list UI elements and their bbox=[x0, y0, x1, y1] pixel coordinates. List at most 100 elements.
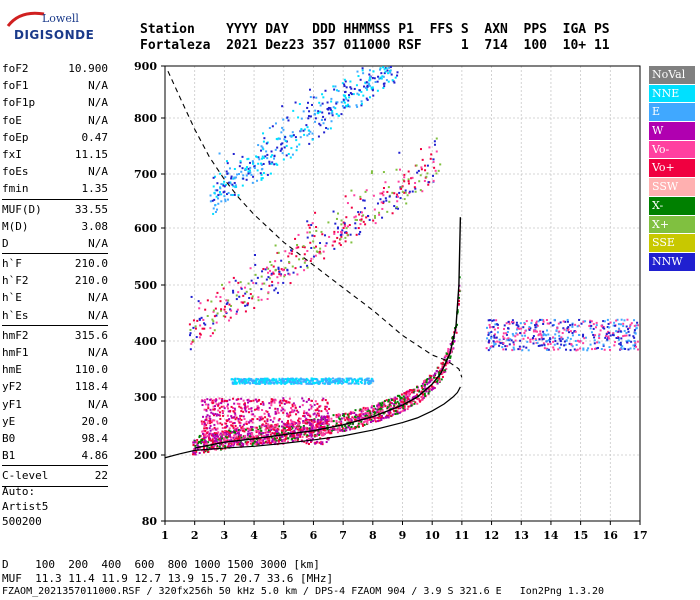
echo-point bbox=[326, 101, 329, 104]
echo-point bbox=[247, 407, 250, 410]
echo-point bbox=[403, 198, 406, 201]
echo-point bbox=[355, 104, 358, 107]
echo-point bbox=[296, 436, 299, 439]
echo-point bbox=[401, 185, 404, 188]
echo-point bbox=[324, 417, 327, 420]
echo-point bbox=[278, 418, 281, 421]
echo-point bbox=[497, 326, 500, 329]
echo-point bbox=[238, 295, 241, 298]
echo-point bbox=[305, 426, 308, 429]
echo-point bbox=[332, 428, 335, 431]
echo-point bbox=[343, 83, 346, 86]
echo-point bbox=[444, 370, 447, 373]
echo-point bbox=[253, 165, 256, 168]
echo-point bbox=[254, 263, 257, 266]
echo-point bbox=[384, 415, 387, 418]
echo-point bbox=[349, 412, 352, 415]
echo-point bbox=[414, 401, 417, 404]
x-tick-label: 10 bbox=[425, 529, 441, 542]
echo-point bbox=[336, 227, 339, 230]
echo-point bbox=[217, 403, 220, 406]
echo-point bbox=[274, 287, 277, 290]
echo-point bbox=[209, 437, 212, 440]
echo-point bbox=[319, 431, 322, 434]
echo-point bbox=[396, 200, 399, 203]
echo-point bbox=[407, 398, 410, 401]
echo-point bbox=[226, 172, 229, 175]
echo-point bbox=[366, 410, 369, 413]
echo-point bbox=[367, 82, 370, 85]
echo-point bbox=[421, 386, 424, 389]
echo-point bbox=[337, 428, 340, 431]
echo-point bbox=[537, 334, 540, 337]
echo-point bbox=[389, 401, 392, 404]
echo-point bbox=[398, 402, 401, 405]
echo-point bbox=[280, 431, 283, 434]
echo-point bbox=[242, 177, 245, 180]
echo-point bbox=[273, 400, 276, 403]
echo-point bbox=[307, 414, 310, 417]
echo-point bbox=[344, 419, 347, 422]
echo-point bbox=[557, 348, 560, 351]
echo-point bbox=[293, 435, 296, 438]
echo-point bbox=[293, 425, 296, 428]
echo-point bbox=[259, 427, 262, 430]
echo-point bbox=[297, 411, 300, 414]
echo-point bbox=[221, 443, 224, 446]
param-name: foF1 bbox=[2, 79, 29, 93]
echo-point bbox=[447, 347, 450, 350]
param-value: N/A bbox=[88, 113, 108, 127]
echo-point bbox=[278, 441, 281, 444]
echo-point bbox=[399, 407, 402, 410]
echo-point bbox=[265, 142, 268, 145]
echo-point bbox=[412, 390, 415, 393]
echo-point bbox=[203, 327, 206, 330]
echo-point bbox=[302, 415, 305, 418]
scaled-parameters-panel: foF2 10.900 foF1 N/A foF1p N/A foE N/A foEp 0.47 f… bbox=[2, 60, 108, 488]
echo-point bbox=[451, 347, 454, 350]
echo-point bbox=[263, 379, 266, 382]
echo-point bbox=[288, 381, 291, 384]
echo-point bbox=[272, 382, 275, 385]
echo-point bbox=[220, 402, 223, 405]
echo-point bbox=[241, 155, 244, 158]
echo-point bbox=[549, 321, 552, 324]
param-value: 3.08 bbox=[81, 219, 109, 233]
param-name: M(D) bbox=[2, 219, 29, 233]
echo-point bbox=[189, 334, 192, 337]
echo-point bbox=[540, 318, 543, 321]
echo-point bbox=[276, 382, 279, 385]
echo-point bbox=[205, 415, 208, 418]
echo-point bbox=[295, 255, 298, 258]
echo-point bbox=[281, 377, 284, 380]
echo-point bbox=[443, 371, 446, 374]
echo-point bbox=[571, 323, 574, 326]
echo-point bbox=[232, 426, 235, 429]
echo-point bbox=[345, 426, 348, 429]
echo-point bbox=[238, 165, 241, 168]
echo-point bbox=[514, 339, 517, 342]
echo-point bbox=[314, 211, 317, 214]
echo-point bbox=[291, 381, 294, 384]
echo-point bbox=[276, 163, 279, 166]
echo-point bbox=[206, 432, 209, 435]
echo-point bbox=[376, 408, 379, 411]
echo-point bbox=[400, 405, 403, 408]
echo-point bbox=[399, 186, 402, 189]
echo-point bbox=[283, 402, 286, 405]
echo-point bbox=[398, 191, 401, 194]
echo-point bbox=[558, 330, 561, 333]
echo-point bbox=[227, 432, 230, 435]
echo-point bbox=[291, 131, 294, 134]
echo-point bbox=[336, 380, 339, 383]
echo-point bbox=[620, 346, 623, 349]
echo-point bbox=[380, 411, 383, 414]
echo-point bbox=[317, 135, 320, 138]
echo-point bbox=[239, 281, 242, 284]
echo-point bbox=[260, 298, 263, 301]
echo-point bbox=[247, 282, 250, 285]
echo-point bbox=[351, 422, 354, 425]
echo-point bbox=[256, 418, 259, 421]
echo-point bbox=[629, 325, 632, 328]
echo-point bbox=[337, 413, 340, 416]
